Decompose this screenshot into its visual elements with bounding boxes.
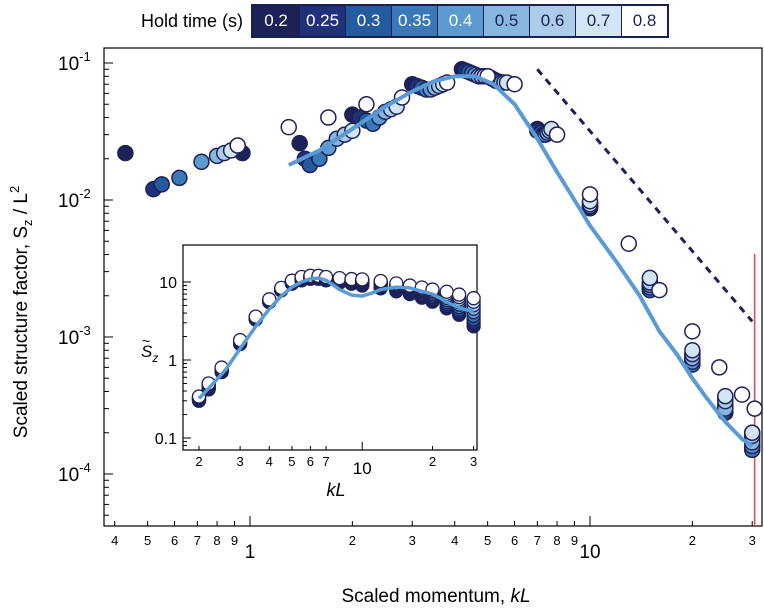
inset-x-tick-label: 5 <box>288 454 295 469</box>
main-x-minor-label: 9 <box>231 533 238 548</box>
inset-plot-frame <box>182 244 478 451</box>
legend-swatch: 0.5 <box>483 6 530 36</box>
inset-data-marks <box>191 268 481 408</box>
inset-y-axis-label: Sz <box>141 342 158 365</box>
main-x-minor-label: 4 <box>111 533 118 548</box>
data-point <box>733 386 751 403</box>
inset-data-point <box>332 271 347 286</box>
main-y-tick-label: 10-1 <box>58 49 91 75</box>
legend-swatch: 0.6 <box>529 6 576 36</box>
inset-x-tick-label: 6 <box>307 454 314 469</box>
data-point <box>711 359 728 376</box>
main-x-minor-label: 5 <box>144 533 151 548</box>
data-point <box>620 235 637 252</box>
data-point <box>506 75 523 93</box>
main-axes: 10-110-210-310-41 104 5 6 7 8 9 2 3 4 5 6 7 8 9 2 3 <box>58 49 756 563</box>
legend-swatches: 0.2 0.25 0.3 0.35 0.4 0.5 0.6 0.7 0.8 <box>251 4 670 38</box>
legend-swatch: 0.25 <box>299 6 346 36</box>
main-x-minor-label: 7 <box>194 533 201 548</box>
legend-swatch: 0.2 <box>253 6 300 36</box>
data-point <box>746 400 763 417</box>
main-x-minor-label: 4 <box>451 533 458 548</box>
data-point <box>717 387 734 405</box>
main-y-tick-label: 10-4 <box>58 460 91 486</box>
main-x-minor-label: 6 <box>511 533 518 548</box>
main-x-minor-label: 7 <box>534 533 541 548</box>
main-x-minor-label: 2 <box>349 533 356 548</box>
main-x-minor-label: 6 <box>171 533 178 548</box>
main-x-minor-label: 3 <box>749 533 756 548</box>
inset-y-tick-label: 1 <box>168 353 177 370</box>
data-point <box>641 269 659 287</box>
data-point <box>291 134 308 152</box>
inset-data-point <box>439 284 454 299</box>
main-x-minor-label: 8 <box>553 533 560 548</box>
inset-theory-curve <box>197 276 474 400</box>
inset-y-tilde: ~ <box>142 333 150 349</box>
legend-swatch: 0.35 <box>391 6 438 36</box>
inset-x-tick-label: 3 <box>237 454 244 469</box>
data-point <box>171 169 188 187</box>
inset-x-tick-label: 4 <box>266 454 273 469</box>
inset-data-point <box>451 287 467 302</box>
legend-swatch: 0.8 <box>621 6 668 36</box>
main-x-minor-label: 8 <box>213 533 220 548</box>
main-x-tick-label: 10 <box>579 542 600 563</box>
data-point <box>229 137 246 154</box>
main-y-tick-label: 10-2 <box>58 186 91 212</box>
legend-swatch: 0.7 <box>575 6 622 36</box>
legend-title: Hold time (s) <box>141 10 244 31</box>
inset-y-tick-label: 0.1 <box>155 431 177 448</box>
data-point <box>743 424 761 442</box>
theory-curve <box>287 74 754 448</box>
main-x-minor-label: 9 <box>571 533 578 548</box>
legend: Hold time (s) 0.2 0.25 0.3 0.35 0.4 0.5 0.6 0.7… <box>141 4 670 38</box>
inset-data-point <box>373 273 388 289</box>
data-point <box>684 323 701 340</box>
main-y-tick-label: 10-3 <box>58 323 91 349</box>
inset-x-axis-label: kL <box>326 480 345 500</box>
power-law-line <box>536 68 754 323</box>
inset-data-point <box>262 292 277 307</box>
inset-x-tick-label: 2 <box>429 454 436 469</box>
main-x-minor-label: 2 <box>689 533 696 548</box>
data-point <box>358 95 375 113</box>
main-x-axis-label: Scaled momentum, kL <box>341 586 530 607</box>
data-point <box>684 342 701 359</box>
main-x-tick-label: 1 <box>245 542 256 563</box>
inset-axes: 10 1 0.1 2 3 4 5 6 7 10 2 3 <box>155 275 477 478</box>
inset-frame-rect <box>182 244 478 451</box>
legend-swatch: 0.3 <box>345 6 392 36</box>
data-point <box>117 144 134 162</box>
main-x-minor-label: 3 <box>409 533 416 548</box>
data-point <box>193 153 210 171</box>
main-plot-frame <box>103 47 763 527</box>
legend-swatch: 0.4 <box>437 6 484 36</box>
inset-data-point <box>355 272 370 287</box>
inset-x-tick-label: 3 <box>470 454 477 469</box>
main-frame-rect <box>103 47 763 527</box>
inset-x-tick-label: 7 <box>322 454 329 469</box>
data-point <box>651 281 668 299</box>
main-x-minor-label: 5 <box>484 533 491 548</box>
main-data-marks <box>117 61 763 526</box>
data-point <box>153 176 170 193</box>
main-y-axis-label: Scaled structure factor, Sz / L2 <box>7 186 35 438</box>
inset-x-tick-label: 10 <box>353 459 372 478</box>
inset-x-tick-label: 2 <box>195 454 202 469</box>
inset-y-tick-label: 10 <box>159 275 177 292</box>
data-point <box>548 126 566 143</box>
data-point <box>280 118 297 136</box>
data-point <box>581 186 599 203</box>
data-point <box>320 109 337 126</box>
inset-data-point <box>466 291 481 306</box>
